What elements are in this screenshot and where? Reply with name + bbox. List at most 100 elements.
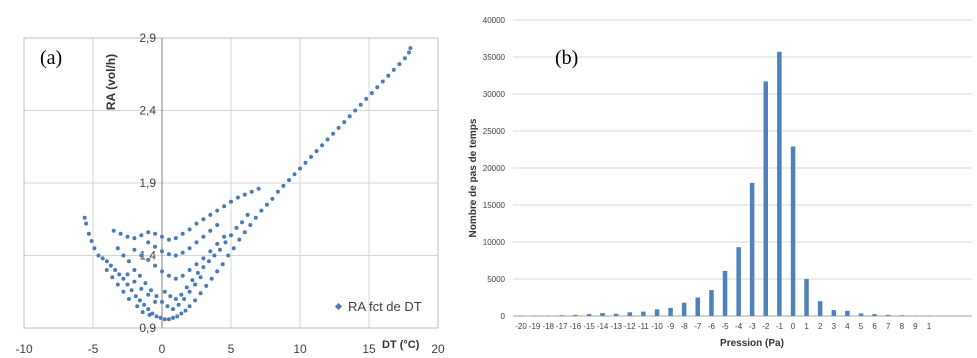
data-point xyxy=(187,304,192,309)
data-point xyxy=(166,252,171,257)
bar xyxy=(804,279,809,316)
x-tick-label: 4 xyxy=(845,322,850,331)
data-point xyxy=(173,236,178,241)
x-tick-label: -3 xyxy=(749,322,757,331)
data-point xyxy=(160,249,164,254)
data-point xyxy=(256,186,261,191)
data-point xyxy=(117,272,122,277)
data-point xyxy=(201,265,206,270)
data-point xyxy=(380,79,385,84)
data-point xyxy=(126,259,131,264)
data-point xyxy=(171,307,175,312)
x-tick-label: -16 xyxy=(570,322,582,331)
y-tick-label: 15000 xyxy=(483,201,506,210)
data-point xyxy=(96,253,101,258)
x-tick-label: 15 xyxy=(362,342,376,356)
bar xyxy=(573,314,578,316)
data-point xyxy=(206,259,211,264)
bar xyxy=(736,247,741,316)
data-point xyxy=(198,291,203,296)
bar xyxy=(790,146,796,316)
data-point xyxy=(187,289,192,294)
data-point xyxy=(220,262,225,267)
data-point xyxy=(92,246,97,251)
data-point xyxy=(84,221,89,226)
data-point xyxy=(143,281,148,286)
x-tick-label: 2 xyxy=(818,322,823,331)
data-point xyxy=(104,259,109,264)
data-point xyxy=(386,73,391,78)
bar xyxy=(831,310,837,316)
data-point xyxy=(201,217,206,222)
data-point xyxy=(115,282,120,287)
data-point xyxy=(125,272,130,277)
bar xyxy=(695,297,700,316)
data-point xyxy=(287,178,291,183)
bar xyxy=(600,313,605,316)
bar xyxy=(845,310,850,316)
bar xyxy=(668,307,673,316)
x-tick-label: 20 xyxy=(431,342,445,356)
data-point xyxy=(215,241,220,246)
y-tick-label: 25000 xyxy=(483,127,506,136)
bar xyxy=(885,314,891,316)
data-point xyxy=(142,302,147,307)
data-point xyxy=(146,257,151,262)
scatter-chart-panel: -10 -5 0 5 10 15 20 0,9 1,4 1,9 2,4 2,9 RA (vol/h) DT… xyxy=(0,0,462,358)
bar-chart-panel: 0 5000 10000 15000 20000 25000 30000 35000 40000… xyxy=(462,0,977,358)
y-tick-label: 10000 xyxy=(483,238,506,247)
data-point xyxy=(125,234,130,239)
data-point xyxy=(237,237,242,242)
bar-background xyxy=(462,0,977,358)
data-point xyxy=(162,317,167,322)
x-tick-label: -13 xyxy=(610,322,622,331)
data-point xyxy=(153,263,158,268)
data-point xyxy=(342,120,347,125)
x-tick-label: -14 xyxy=(597,322,609,331)
bar xyxy=(654,309,660,316)
data-point xyxy=(194,221,199,226)
bar xyxy=(586,314,592,316)
data-point xyxy=(303,160,308,165)
x-tick-label: 3 xyxy=(832,322,837,331)
data-point xyxy=(121,289,126,294)
data-point xyxy=(176,302,181,307)
bar xyxy=(709,290,714,316)
x-tick-label: -4 xyxy=(735,322,743,331)
data-point xyxy=(231,246,236,251)
data-point xyxy=(104,268,109,272)
x-tick-label: -5 xyxy=(721,322,729,331)
data-point xyxy=(132,268,137,272)
bar xyxy=(858,313,864,316)
data-point xyxy=(166,317,171,322)
data-point xyxy=(248,223,253,227)
data-point xyxy=(193,282,198,287)
panel-label-b: (b) xyxy=(555,47,578,69)
bar xyxy=(817,301,823,316)
x-tick-label: -11 xyxy=(638,322,650,331)
data-point xyxy=(245,212,250,217)
data-point xyxy=(146,230,151,235)
bar xyxy=(777,51,782,317)
data-point xyxy=(391,67,396,72)
y-tick-label: 0,9 xyxy=(139,321,156,335)
scatter-chart: -10 -5 0 5 10 15 20 0,9 1,4 1,9 2,4 2,9 RA (vol/h) DT… xyxy=(0,0,462,358)
data-point xyxy=(408,46,413,51)
y-tick-label: 0 xyxy=(501,312,506,321)
legend-label: RA fct de DT xyxy=(348,299,422,314)
data-point xyxy=(375,85,380,90)
data-point xyxy=(402,56,407,61)
data-point xyxy=(140,310,145,315)
data-point xyxy=(204,283,209,288)
data-point xyxy=(165,304,170,309)
data-point xyxy=(314,149,319,154)
data-point xyxy=(146,307,151,312)
y-tick-label: 2,9 xyxy=(139,31,156,45)
x-tick-label: -7 xyxy=(694,322,702,331)
data-point xyxy=(180,231,185,236)
y-tick-label: 1,4 xyxy=(139,249,156,263)
x-tick-label: 8 xyxy=(900,322,905,331)
data-point xyxy=(208,249,213,254)
data-point xyxy=(320,143,325,148)
x-tick-label: 0 xyxy=(159,342,166,356)
